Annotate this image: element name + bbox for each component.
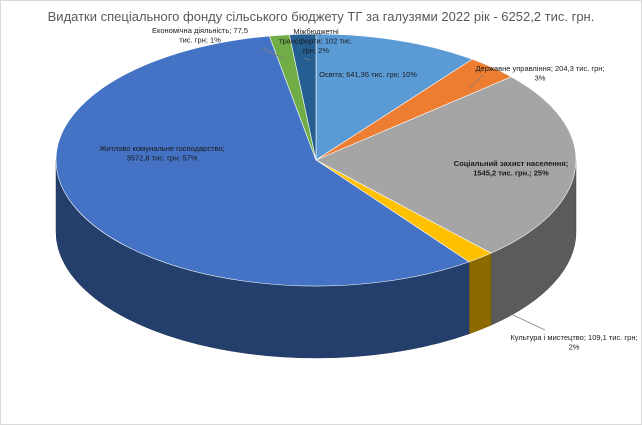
data-label-житлово-комунальне-господарство: Житлово комунальне господарство; 3572,8 т… <box>99 144 224 163</box>
chart-title: Видатки спеціального фонду сільського бю… <box>47 9 595 24</box>
leader-line <box>510 313 546 331</box>
leader-line <box>469 74 484 89</box>
data-label-соціальний-захист-населення: Соціальний захист населення; 1545,2 тис. … <box>454 159 568 178</box>
slice-житлово-комунальне-господарство <box>55 35 470 287</box>
slice-освіта <box>315 33 473 161</box>
slice-міжбюджетні-трансферти <box>289 33 317 161</box>
data-label-міжбюджетні-трансферти: Міжбюджетні трансферти; 102 тис. грн; 2% <box>279 27 353 55</box>
data-label-економічна-діяльність: Економічна діяльність; 77,5 тис. грн; 1% <box>152 26 248 45</box>
slice-соціальний-захист-населення <box>315 76 577 254</box>
data-label-державне-управління: Державне управління; 204,3 тис. грн; 3% <box>475 64 604 83</box>
data-labels: Освіта; 641,36 тис. грн; 10% Державне упр… <box>99 26 637 352</box>
data-label-освіта: Освіта; 641,36 тис. грн; 10% <box>319 70 417 79</box>
leader-lines <box>261 47 546 331</box>
leader-line <box>302 57 311 61</box>
side-культура-і-мистецтво <box>468 252 492 335</box>
data-label-культура-і-мистецтво: Культура і мистецтво; 109,1 тис. грн; 2% <box>510 333 637 352</box>
pie-tops <box>55 33 577 287</box>
leader-line <box>261 47 287 61</box>
